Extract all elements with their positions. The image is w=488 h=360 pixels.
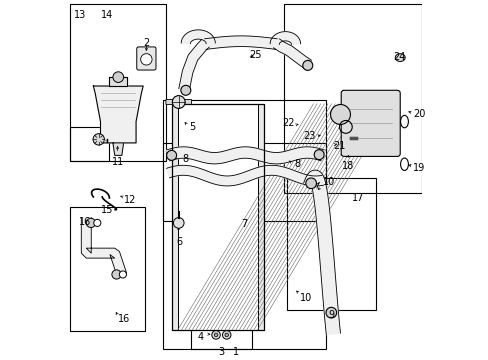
Bar: [70, 127, 109, 161]
Circle shape: [214, 333, 217, 337]
Bar: [178, 104, 257, 329]
Circle shape: [166, 150, 176, 160]
Circle shape: [112, 270, 121, 279]
Text: 24: 24: [392, 52, 405, 62]
Circle shape: [94, 219, 101, 226]
Text: 20: 20: [412, 109, 425, 120]
Bar: [171, 104, 178, 329]
Text: 16: 16: [118, 314, 130, 324]
Bar: [283, 4, 422, 193]
Text: 9: 9: [328, 310, 334, 320]
Bar: [70, 207, 144, 331]
Bar: [286, 179, 375, 310]
Text: 15: 15: [101, 205, 114, 215]
Circle shape: [325, 307, 336, 318]
Bar: [163, 143, 325, 221]
Circle shape: [222, 330, 230, 339]
Text: 12: 12: [123, 195, 136, 205]
Circle shape: [93, 134, 104, 145]
Text: 16: 16: [79, 217, 91, 227]
Circle shape: [305, 178, 316, 189]
Polygon shape: [273, 39, 311, 69]
Polygon shape: [303, 170, 340, 334]
Circle shape: [119, 271, 126, 278]
Text: 1: 1: [232, 347, 238, 357]
Text: 14: 14: [101, 10, 113, 19]
Text: 19: 19: [412, 163, 425, 173]
FancyBboxPatch shape: [341, 90, 399, 157]
Circle shape: [172, 96, 185, 108]
Text: 11: 11: [112, 157, 124, 167]
Bar: [70, 4, 166, 161]
Text: 2: 2: [143, 38, 149, 48]
Text: 10: 10: [299, 293, 311, 302]
Polygon shape: [179, 40, 209, 91]
Circle shape: [173, 217, 183, 228]
Text: 5: 5: [189, 122, 195, 132]
Text: 21: 21: [333, 141, 345, 152]
Bar: [171, 104, 264, 329]
FancyBboxPatch shape: [137, 47, 156, 70]
Text: 22: 22: [281, 118, 294, 129]
Circle shape: [113, 72, 123, 82]
Circle shape: [211, 330, 220, 339]
Text: 23: 23: [303, 131, 315, 141]
Text: 25: 25: [248, 50, 261, 60]
Polygon shape: [166, 147, 324, 164]
Polygon shape: [166, 165, 323, 186]
Circle shape: [224, 333, 228, 337]
Text: 10: 10: [322, 177, 334, 187]
Text: 3: 3: [218, 347, 224, 357]
Text: 6: 6: [176, 237, 182, 247]
Circle shape: [330, 104, 350, 125]
FancyBboxPatch shape: [183, 99, 191, 104]
Polygon shape: [109, 77, 127, 86]
Circle shape: [141, 54, 152, 65]
Circle shape: [181, 85, 190, 95]
Text: 4: 4: [197, 332, 203, 342]
Polygon shape: [204, 36, 277, 49]
Bar: [163, 100, 325, 349]
Polygon shape: [113, 143, 123, 156]
Polygon shape: [181, 30, 215, 44]
Circle shape: [302, 60, 312, 71]
Bar: [257, 104, 264, 329]
Polygon shape: [93, 86, 143, 143]
Text: 7: 7: [241, 219, 247, 229]
Circle shape: [314, 150, 324, 159]
Bar: [191, 321, 251, 349]
Circle shape: [86, 218, 95, 228]
Polygon shape: [81, 217, 126, 276]
Text: 8: 8: [294, 159, 300, 169]
Text: 18: 18: [341, 161, 353, 171]
Text: 13: 13: [74, 10, 86, 19]
FancyBboxPatch shape: [165, 99, 173, 104]
Text: 8: 8: [182, 154, 188, 164]
Text: 17: 17: [351, 193, 364, 203]
Ellipse shape: [394, 54, 405, 62]
Polygon shape: [269, 32, 300, 44]
